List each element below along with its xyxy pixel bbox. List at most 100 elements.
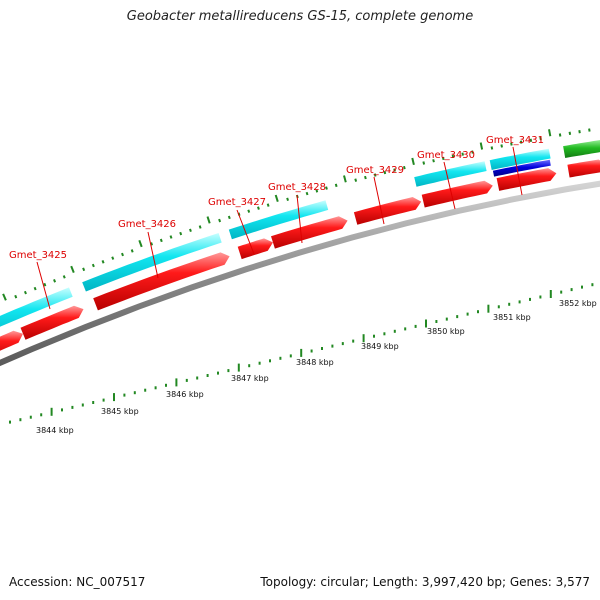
feature-segment [489, 148, 551, 170]
scale-tick [558, 133, 562, 137]
scale-tick [461, 152, 464, 156]
scale-tick [451, 154, 455, 158]
label-leader-line [236, 209, 255, 255]
scale-tick [432, 159, 435, 163]
scale-tick [130, 249, 134, 253]
scale-tick [393, 168, 396, 172]
feature-segment [414, 161, 487, 187]
gene-arrow [93, 252, 230, 311]
gene-label: Gmet_3428 [268, 182, 326, 193]
gene-arrow [237, 238, 273, 260]
scale-label: 3849 kbp [361, 342, 399, 351]
gene-label: Gmet_3429 [346, 165, 404, 176]
scale-tick [568, 131, 572, 135]
scale-tick [218, 218, 222, 223]
scale-tick [479, 142, 484, 150]
scale-tick [23, 290, 27, 295]
scale-tick [169, 235, 173, 239]
feature-segment-green [563, 140, 600, 158]
scale-tick [286, 197, 289, 201]
label-leader-line [296, 194, 303, 244]
scale-tick [588, 128, 591, 132]
scale-tick [53, 279, 57, 283]
scale-tick [14, 294, 18, 299]
scale-tick [33, 286, 37, 291]
scale-tick [364, 175, 367, 180]
label-leader-line [443, 161, 456, 210]
gene-arrow [567, 159, 600, 178]
scale-tick [198, 225, 202, 229]
scale-label: 3852 kbp [559, 299, 597, 308]
map-title: Geobacter metallireducens GS-15, complet… [126, 9, 474, 24]
scale-tick [247, 209, 251, 213]
scale-label: 3846 kbp [166, 390, 204, 399]
scale-label: 3844 kbp [36, 426, 74, 435]
gene-arrow [0, 330, 23, 351]
scale-tick [325, 186, 328, 190]
scale-tick [111, 256, 115, 260]
scale-tick [441, 156, 445, 161]
scale-tick [227, 215, 231, 220]
scale-tick [62, 275, 66, 279]
scale-tick [490, 146, 494, 150]
scale-tick [578, 130, 581, 134]
scale-tick [257, 206, 260, 210]
scale-tick [91, 263, 95, 268]
scale-tick [179, 231, 183, 236]
scale-tick [43, 282, 47, 287]
label-leader-line [373, 176, 385, 225]
genome-backbone [0, 180, 600, 367]
gene-label: Gmet_3426 [118, 219, 176, 230]
scale-tick [539, 136, 542, 141]
scale-tick [343, 175, 347, 183]
scale-tick [305, 191, 309, 196]
gene-arrow [353, 197, 422, 225]
scale-tick [266, 203, 270, 207]
gene-arrow [271, 216, 348, 249]
scale-tick [411, 157, 415, 166]
scale-tick [274, 194, 279, 202]
scale-tick [2, 293, 7, 301]
genome-summary-text: Topology: circular; Length: 3,997,420 bp… [260, 575, 590, 589]
gene-label: Gmet_3427 [208, 197, 266, 208]
gene-label: Gmet_3431 [486, 135, 544, 146]
feature-segment [0, 287, 73, 327]
gene-label: Gmet_3430 [417, 150, 475, 161]
feature-segment-blue [492, 159, 551, 177]
scale-tick [354, 178, 358, 182]
scale-tick [548, 129, 552, 137]
scale-label: 3848 kbp [296, 358, 334, 367]
scale-tick [334, 183, 338, 188]
scale-label: 3845 kbp [101, 407, 139, 416]
scale-tick [471, 150, 474, 154]
scale-tick [383, 170, 387, 175]
accession-text: Accession: NC_007517 [9, 575, 146, 589]
gene-arrow [421, 180, 493, 208]
label-leader-line [147, 231, 159, 279]
scale-tick [206, 216, 211, 224]
gene-label: Gmet_3425 [9, 250, 67, 261]
gene-arrow [20, 305, 84, 340]
scale-tick [422, 161, 426, 165]
label-leader-line [512, 146, 523, 196]
scale-tick [150, 242, 154, 246]
scale-label: 3851 kbp [493, 313, 531, 322]
label-leader-line [36, 261, 51, 310]
scale-tick [519, 140, 523, 144]
scale-label: 3850 kbp [427, 327, 465, 336]
scale-tick [70, 265, 75, 273]
scale-tick [121, 252, 124, 257]
scale-tick [315, 189, 319, 193]
scale-label: 3847 kbp [231, 374, 269, 383]
scale-tick [138, 239, 143, 248]
feature-segment [228, 200, 329, 240]
feature-segment [82, 233, 222, 292]
scale-tick [189, 228, 192, 233]
scale-tick [510, 142, 513, 146]
scale-tick [101, 260, 105, 264]
scale-tick [82, 267, 86, 272]
scale-tick [529, 138, 533, 142]
gene-arrow [496, 168, 557, 191]
scale-tick [373, 173, 377, 177]
